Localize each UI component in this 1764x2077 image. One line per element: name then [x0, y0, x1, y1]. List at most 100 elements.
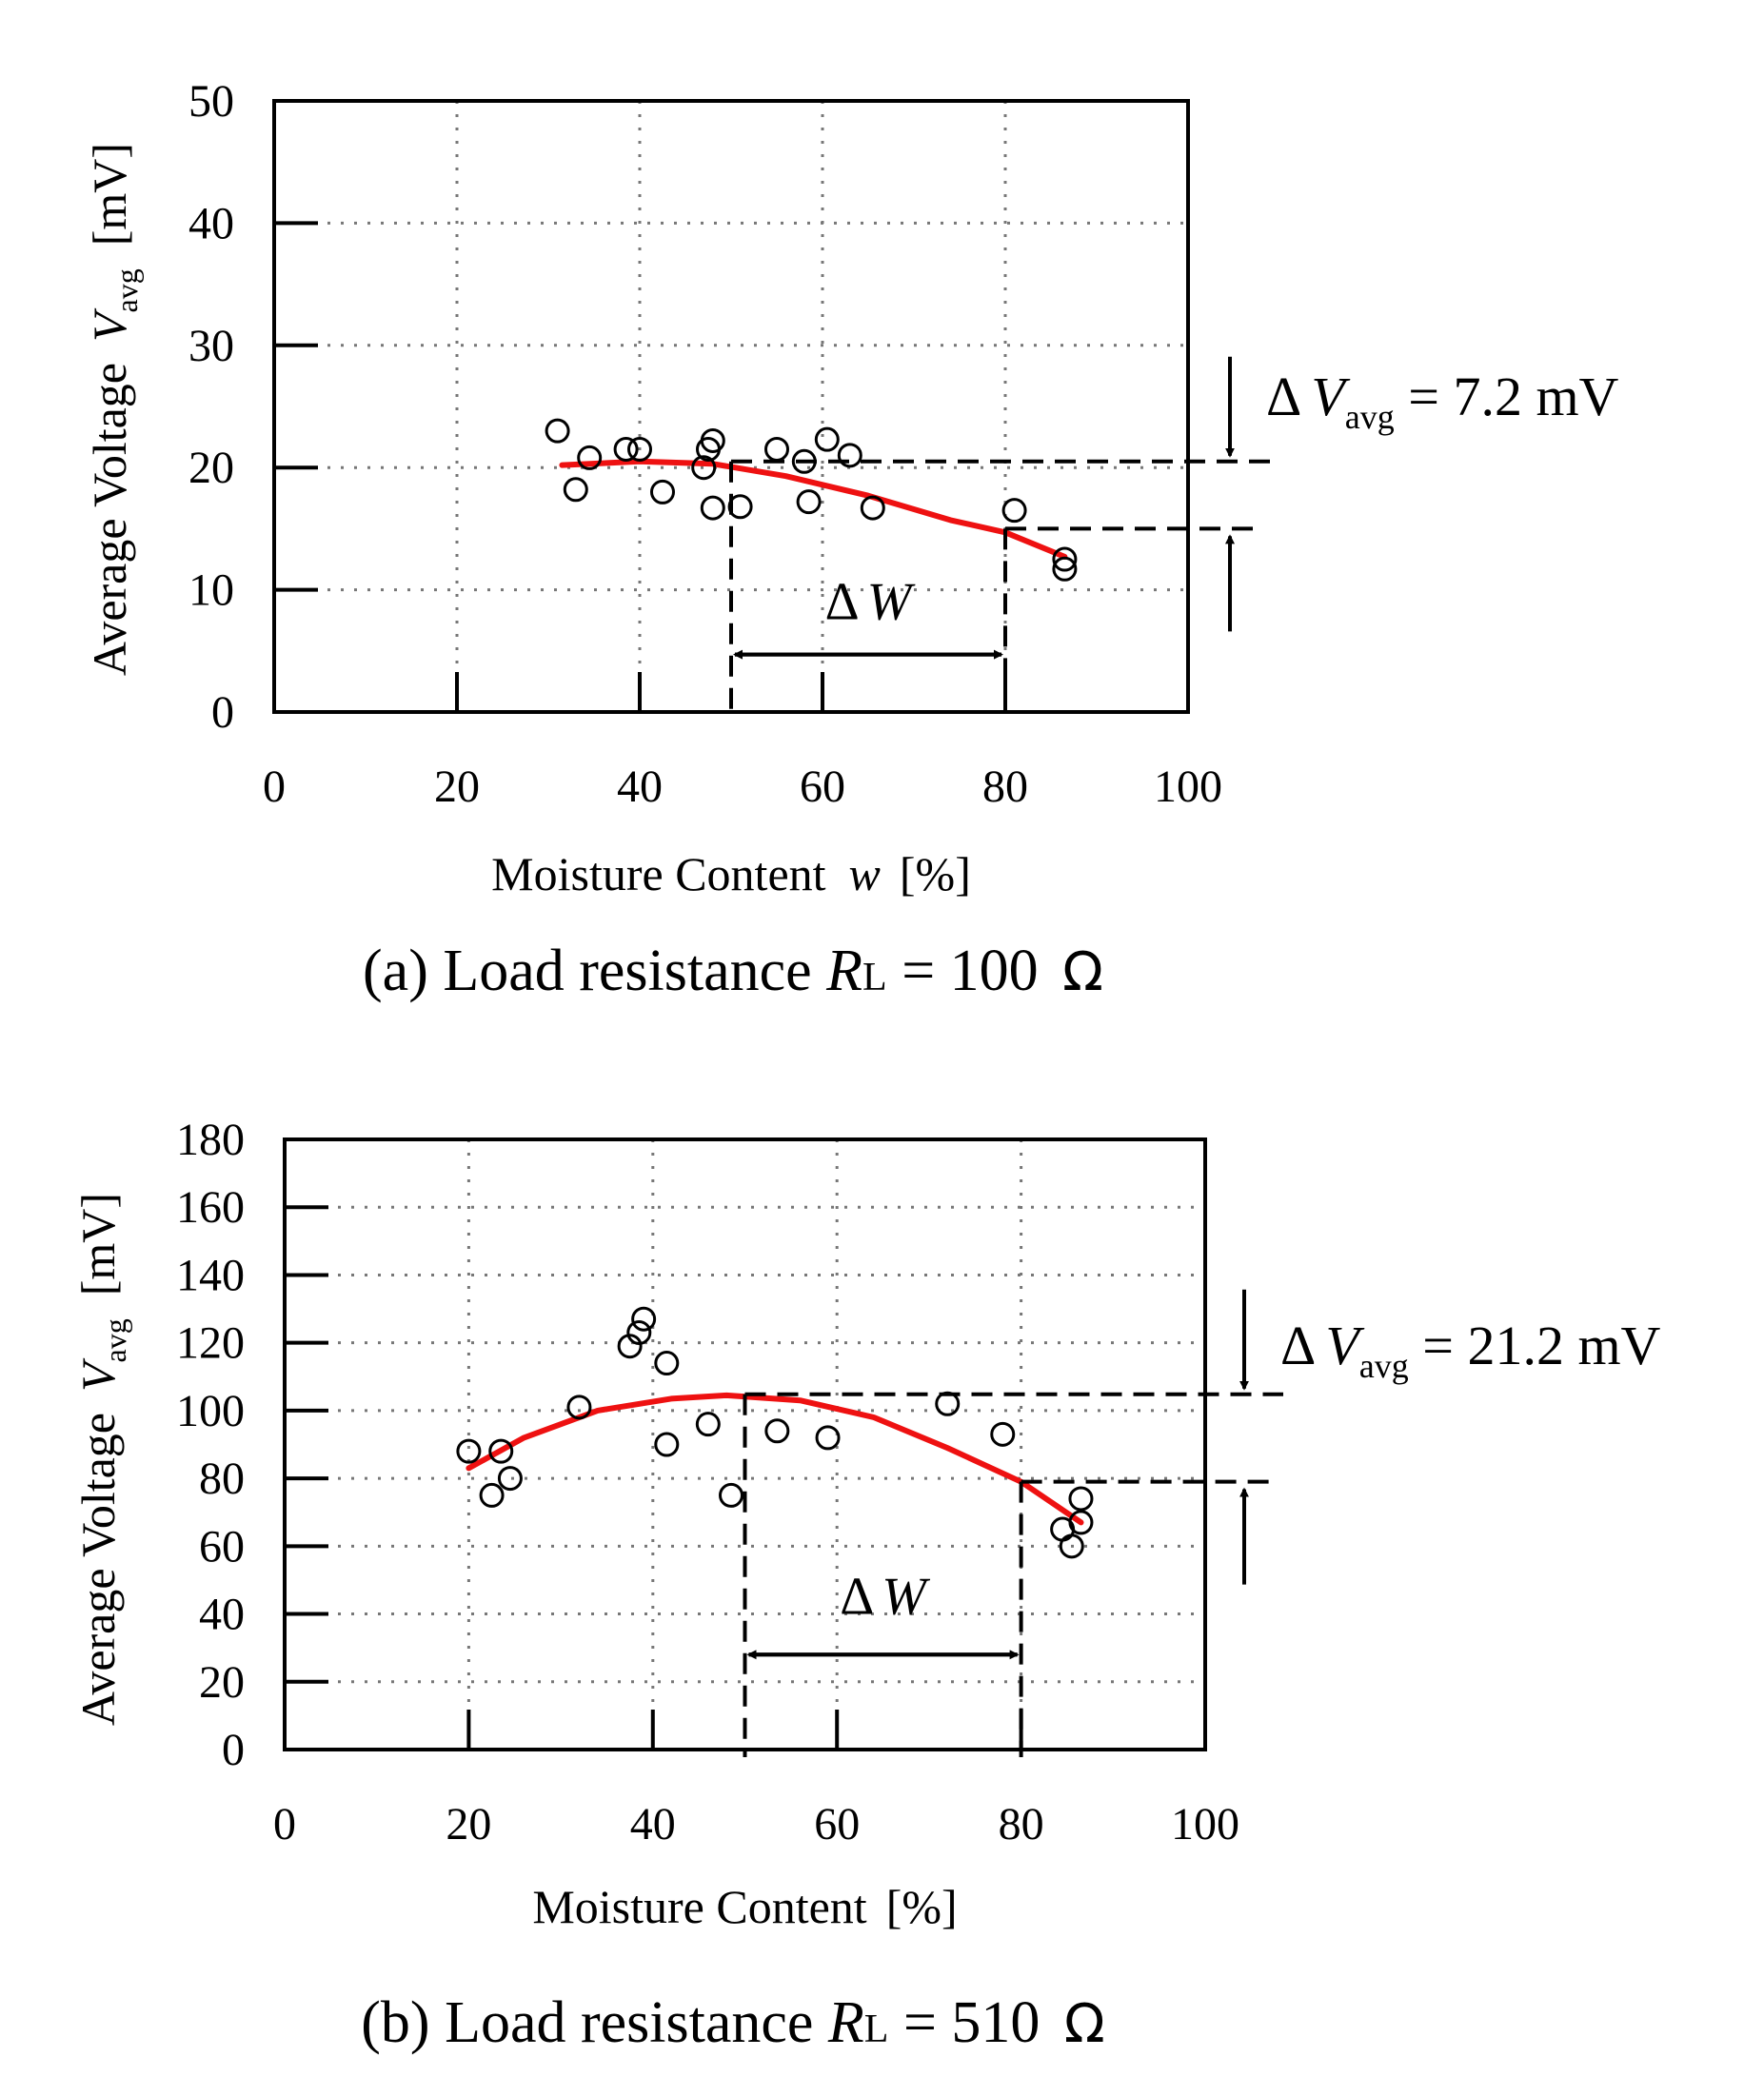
y-axis-label-var: V: [83, 307, 136, 342]
y-axis-label-main: Average Voltage: [71, 1413, 125, 1726]
delta-v-label: Δ Vavg = 21.2 mV: [1280, 1315, 1661, 1385]
y-axis-label: Average Voltage Vavg [mV]: [71, 1193, 132, 1726]
data-point: [1001, 498, 1027, 524]
delta-v-label: Δ Vavg = 7.2 mV: [1266, 366, 1619, 436]
plot-frame: [272, 99, 1190, 714]
data-point: [1068, 1510, 1094, 1535]
y-tick-label: 100: [176, 1386, 245, 1436]
delta-v-sub: avg: [1359, 1347, 1409, 1385]
data-point: [695, 1412, 721, 1437]
data-point: [1059, 1533, 1084, 1559]
data-point: [613, 436, 639, 462]
delta-v-symbol: Δ: [1280, 1315, 1316, 1376]
x-tick-label: 60: [800, 762, 845, 812]
y-tick-label: 80: [199, 1454, 245, 1504]
y-tick-label: 40: [199, 1590, 245, 1640]
data-point: [488, 1438, 514, 1464]
data-point: [650, 479, 675, 504]
caption-sub: L: [862, 956, 887, 999]
caption-unit: Ω: [1064, 1993, 1105, 2055]
data-point: [815, 1425, 841, 1451]
data-point: [654, 1432, 680, 1457]
x-tick-label: 60: [814, 1799, 860, 1850]
data-point: [456, 1438, 482, 1464]
data-point: [1052, 546, 1078, 572]
x-tick-label: 40: [617, 762, 663, 812]
x-tick-label: 0: [263, 762, 286, 812]
data-point: [764, 436, 789, 462]
y-tick-label: 20: [199, 1657, 245, 1708]
delta-v-symbol: Δ: [1266, 366, 1301, 427]
x-tick-label: 20: [434, 762, 480, 812]
y-tick-label: 40: [188, 198, 234, 248]
data-point: [700, 427, 725, 453]
y-axis-label-sub: avg: [98, 1318, 132, 1362]
data-point: [479, 1482, 505, 1508]
x-axis-label-unit: [%]: [886, 1880, 958, 1933]
y-tick-label: 20: [188, 443, 234, 493]
caption-unit: Ω: [1062, 941, 1103, 1003]
data-point: [764, 1418, 790, 1444]
data-point: [796, 489, 822, 515]
data-point: [1052, 556, 1078, 582]
caption-sub: L: [864, 2008, 889, 2051]
y-axis-label-unit: [mV]: [83, 143, 136, 246]
y-tick-label: 0: [222, 1725, 245, 1775]
delta-w-var: W: [867, 572, 916, 631]
x-tick-label: 20: [446, 1799, 491, 1850]
caption-value: = 100: [887, 939, 1053, 1003]
delta-v-sub: avg: [1345, 398, 1395, 436]
x-tick-label: 80: [999, 1799, 1044, 1850]
y-axis-label-main: Average Voltage: [83, 363, 136, 676]
caption-r: R: [825, 939, 862, 1003]
y-axis-label-var: V: [71, 1357, 125, 1392]
x-axis-label-main: Moisture Content: [532, 1880, 866, 1933]
data-point: [626, 1319, 652, 1345]
delta-v-var: V: [1311, 366, 1351, 427]
y-tick-label: 180: [176, 1115, 245, 1165]
data-point: [577, 445, 603, 470]
data-point: [718, 1482, 743, 1508]
data-point: [691, 455, 717, 481]
delta-w-var: W: [882, 1568, 930, 1627]
y-tick-label: 50: [188, 76, 234, 127]
x-tick-label: 40: [630, 1799, 676, 1850]
delta-w-symbol: Δ: [825, 572, 860, 631]
caption-value: = 510: [888, 1990, 1054, 2055]
caption-prefix: (a) Load resistance: [363, 939, 826, 1003]
y-axis-label: Average Voltage Vavg [mV]: [83, 143, 144, 676]
y-tick-label: 60: [199, 1521, 245, 1572]
x-axis-label-unit: [%]: [900, 847, 971, 900]
x-tick-label: 100: [1154, 762, 1222, 812]
data-point: [566, 1395, 592, 1420]
data-point: [497, 1466, 523, 1492]
data-point: [700, 495, 725, 521]
data-point: [545, 418, 570, 444]
y-tick-label: 120: [176, 1318, 245, 1369]
data-point: [1068, 1486, 1094, 1512]
delta-v-var: V: [1325, 1315, 1365, 1376]
delta-v-value: = 21.2 mV: [1409, 1315, 1661, 1376]
x-tick-label: 0: [273, 1799, 296, 1850]
caption-prefix: (b) Load resistance: [361, 1990, 828, 2055]
y-tick-label: 10: [188, 565, 234, 616]
data-point: [631, 1306, 657, 1332]
fit-curve: [466, 1392, 1084, 1526]
data-point: [627, 436, 652, 462]
delta-w-symbol: Δ: [840, 1568, 874, 1627]
x-axis-label-var: w: [849, 847, 881, 900]
y-tick-label: 30: [188, 321, 234, 371]
data-point: [654, 1351, 680, 1376]
x-axis-label: Moisture Content w [%]: [491, 847, 971, 900]
y-axis-label-unit: [mV]: [71, 1193, 125, 1296]
data-point: [990, 1421, 1016, 1447]
data-point: [860, 495, 885, 521]
chart-caption: (b) Load resistance RL = 510 Ω: [361, 1990, 1104, 2055]
plot-frame: [283, 1137, 1207, 1751]
data-point: [837, 443, 862, 468]
